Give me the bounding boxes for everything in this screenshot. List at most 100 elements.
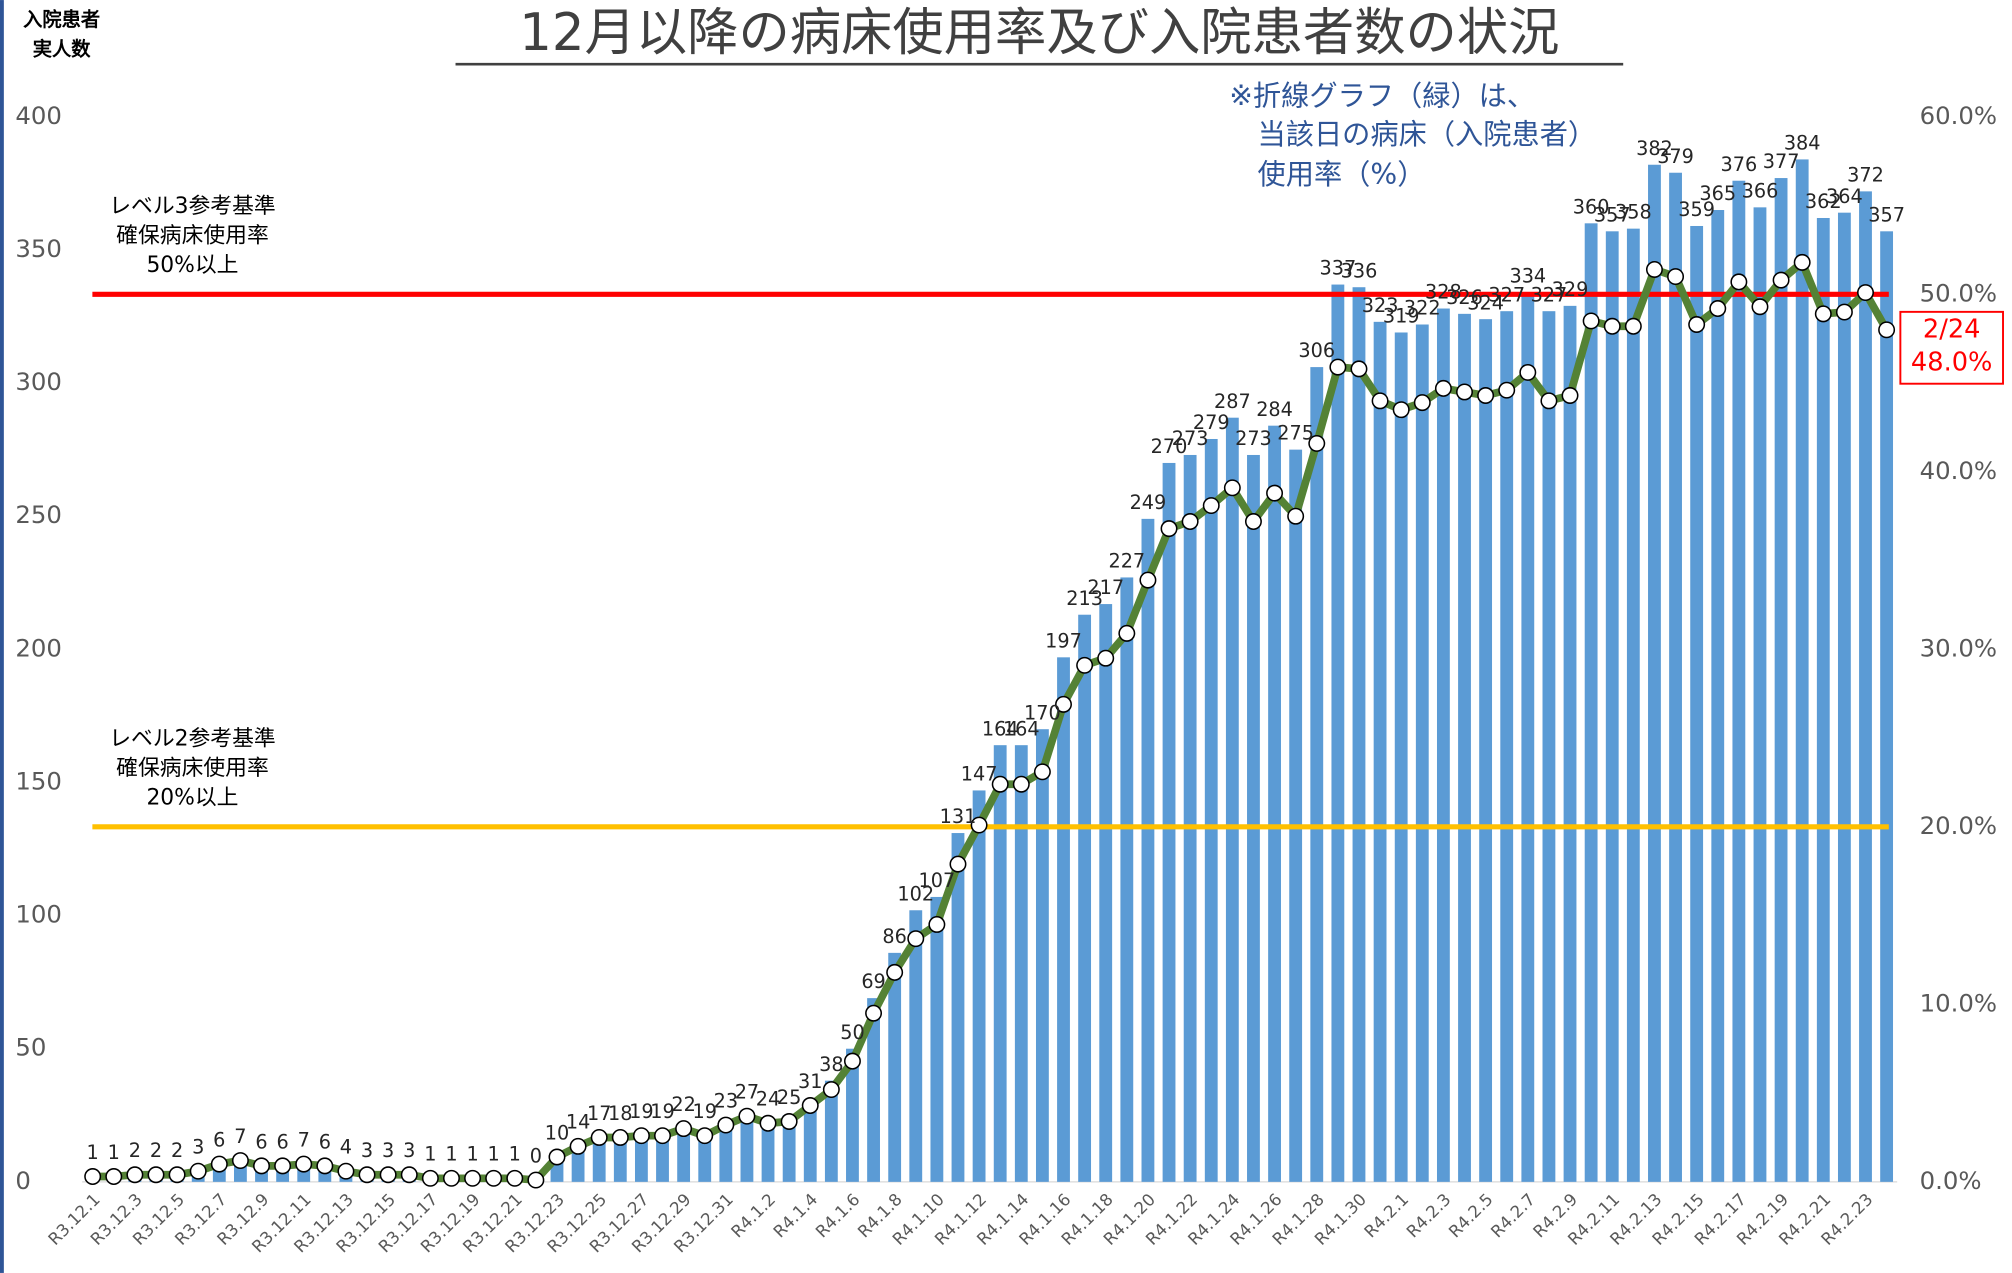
line-marker (295, 1155, 313, 1173)
line-marker (738, 1107, 756, 1125)
line-marker (1582, 312, 1600, 330)
data-label: 2 (150, 1139, 162, 1162)
bar (1289, 449, 1303, 1182)
data-label: 6 (276, 1130, 288, 1153)
y-tick-label: 50 (15, 1033, 46, 1062)
line-marker (1139, 571, 1157, 589)
x-tick-label: R4.1.4 (770, 1190, 822, 1242)
y2-tick-label: 30.0% (1920, 633, 1997, 662)
bar (930, 896, 944, 1182)
bar (1732, 180, 1746, 1182)
data-label: 86 (882, 925, 906, 948)
line-marker (527, 1171, 545, 1189)
line-marker (1835, 303, 1853, 321)
data-label: 334 (1509, 265, 1546, 288)
line-marker (675, 1120, 693, 1138)
bar (1120, 577, 1134, 1182)
line-marker (168, 1166, 186, 1184)
line-marker (105, 1168, 123, 1185)
data-label: 24 (756, 1088, 780, 1111)
bar (1204, 438, 1218, 1182)
data-label: 324 (1467, 291, 1504, 314)
bar (613, 1133, 627, 1182)
bar (1605, 231, 1619, 1182)
line-marker (548, 1148, 566, 1166)
line-marker (1181, 513, 1199, 530)
data-label: 357 (1868, 203, 1905, 226)
data-label: 3 (192, 1136, 204, 1159)
line-marker (1266, 484, 1284, 502)
data-label: 327 (1531, 283, 1568, 306)
data-label: 3 (403, 1139, 415, 1162)
data-label: 379 (1657, 145, 1694, 168)
line-marker (1097, 649, 1115, 667)
line-marker (801, 1097, 819, 1114)
data-label: 164 (982, 717, 1019, 740)
bar (1669, 172, 1682, 1182)
line-marker (843, 1052, 861, 1070)
data-label: 18 (608, 1102, 632, 1125)
line-marker (379, 1166, 397, 1184)
data-label: 7 (298, 1128, 310, 1151)
bar (1057, 657, 1070, 1182)
line-marker (126, 1166, 144, 1184)
bar (1035, 729, 1049, 1182)
line-marker (485, 1169, 503, 1187)
line-marker (1371, 392, 1389, 410)
bar (1268, 425, 1281, 1182)
bar (1521, 292, 1535, 1182)
line-marker (907, 930, 925, 948)
data-label: 3 (361, 1139, 373, 1162)
y2-tick-label: 40.0% (1920, 456, 1997, 485)
data-label: 107 (919, 869, 956, 892)
y-axis-title: 入院患者 (23, 8, 100, 31)
data-label: 17 (587, 1102, 611, 1125)
bar (1141, 518, 1155, 1182)
line-marker (358, 1166, 376, 1184)
line-marker (717, 1116, 735, 1134)
line-marker (1033, 763, 1051, 781)
y-tick-label: 0 (15, 1166, 31, 1195)
bar (1859, 191, 1872, 1182)
line-marker (822, 1081, 840, 1099)
data-label: 366 (1742, 179, 1779, 202)
y-axis-title: 実人数 (33, 38, 91, 61)
data-label: 131 (940, 805, 977, 828)
line-marker (1055, 695, 1072, 713)
data-label: 164 (1003, 717, 1040, 740)
data-label: 197 (1045, 629, 1082, 652)
line-marker (1667, 268, 1685, 286)
y-tick-label: 400 (15, 101, 62, 130)
line-marker (1878, 321, 1896, 339)
data-label: 275 (1277, 422, 1314, 445)
data-label: 376 (1721, 153, 1758, 176)
y-tick-label: 350 (15, 234, 62, 263)
line-marker (1392, 401, 1410, 419)
line-marker (274, 1157, 292, 1175)
reference-label: レベル3参考基準 (109, 194, 275, 219)
annotation: 48.0% (1911, 348, 1993, 378)
bar (1837, 212, 1851, 1182)
line-marker (189, 1162, 207, 1180)
line-marker (337, 1162, 355, 1180)
y-tick-label: 200 (15, 633, 62, 662)
bar (1415, 324, 1429, 1182)
data-label: 2 (129, 1139, 141, 1162)
y-tick-label: 150 (15, 766, 62, 795)
line-marker (1202, 497, 1220, 515)
line-marker (1772, 271, 1790, 289)
data-label: 358 (1615, 201, 1652, 224)
bar (1753, 207, 1767, 1182)
line-marker (865, 1004, 883, 1022)
data-label: 170 (1024, 701, 1061, 724)
bar (1479, 319, 1493, 1182)
data-label: 1 (509, 1143, 521, 1166)
line-marker (696, 1127, 714, 1145)
line-marker (1118, 624, 1136, 642)
data-label: 336 (1341, 259, 1378, 282)
data-label: 19 (692, 1100, 716, 1123)
bar (1774, 178, 1788, 1182)
annotation-box (1899, 310, 2004, 385)
